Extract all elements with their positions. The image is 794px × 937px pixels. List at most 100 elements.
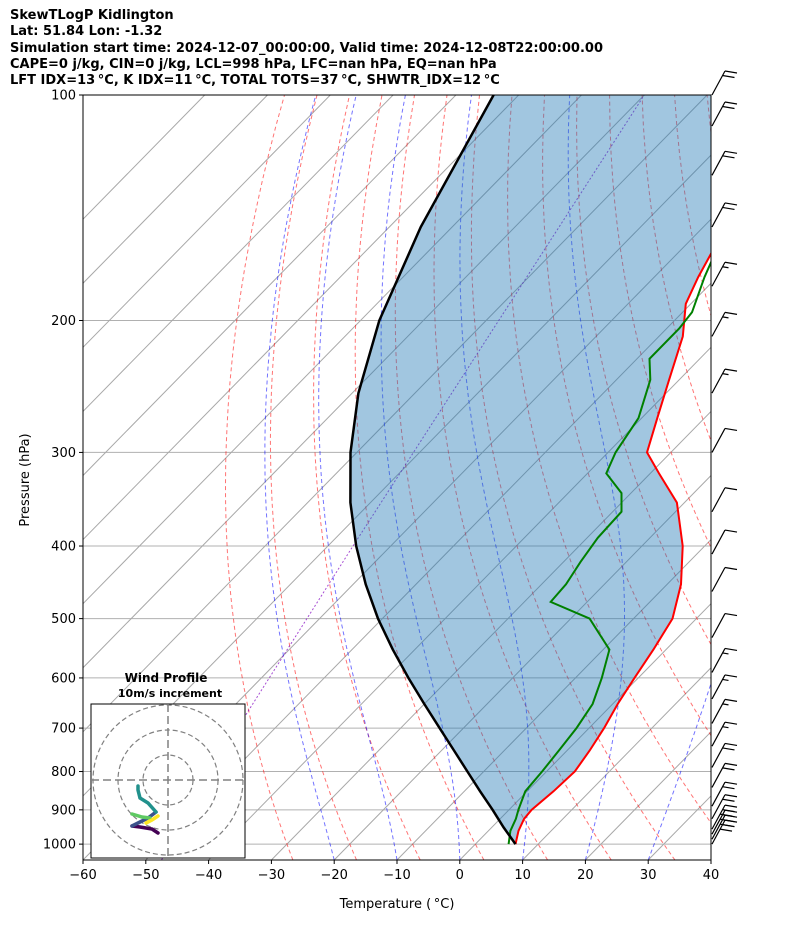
barb-flag — [722, 726, 729, 729]
moist-adiabat — [567, 95, 625, 860]
moist-adiabat — [647, 681, 711, 860]
y-tick-label: 400 — [51, 540, 76, 555]
x-tick-label: 40 — [703, 868, 720, 883]
chart-title: SkewTLogP Kidlington — [10, 8, 174, 23]
barb-staff — [711, 781, 726, 807]
barb-flag — [722, 373, 729, 376]
barb-staff — [711, 368, 726, 394]
barb-staff — [711, 809, 726, 835]
dry-adiabat — [772, 95, 794, 860]
barb-flag — [722, 809, 735, 813]
barb-flag — [719, 828, 733, 832]
wind-profile-inset: Wind Profile 10m/s increment — [90, 671, 246, 859]
y-tick-label: 500 — [51, 612, 76, 627]
x-tick-label: −10 — [383, 868, 410, 883]
isotherm-line — [83, 95, 268, 284]
barb-flag — [724, 794, 738, 798]
wind-barb — [711, 674, 738, 700]
wind-barb — [711, 70, 738, 96]
isotherm-line — [83, 95, 582, 605]
wind-barb — [711, 742, 738, 768]
hodograph-trace — [130, 812, 152, 820]
x-tick-label: 20 — [577, 868, 594, 883]
wind-barb — [711, 529, 738, 555]
barb-flag — [724, 742, 738, 747]
wind-barb — [711, 781, 738, 807]
x-tick-label: 30 — [640, 868, 657, 883]
barb-staff — [711, 261, 726, 287]
barb-flag — [724, 762, 738, 766]
barb-staff — [711, 70, 726, 96]
barb-flag — [722, 678, 729, 682]
isotherm-line — [83, 95, 457, 477]
barb-flag — [722, 703, 729, 706]
barb-flag — [724, 529, 738, 533]
barb-staff — [711, 721, 726, 747]
wind-barb — [711, 487, 738, 513]
barb-flag — [724, 781, 738, 785]
barb-staff — [711, 674, 726, 700]
dry-adiabat — [269, 95, 357, 860]
barb-staff — [711, 819, 726, 845]
profile-lines — [349, 95, 711, 845]
isotherm-line — [83, 95, 708, 733]
x-tick-label: 0 — [456, 868, 464, 883]
barb-flag — [722, 105, 735, 110]
y-tick-label: 1000 — [43, 838, 76, 853]
x-axis: −60 −50 −40 −30 −20 −10 0 10 20 30 40 — [69, 860, 719, 883]
y-tick-label: 800 — [51, 765, 76, 780]
dry-adiabat — [470, 95, 676, 860]
isotherm-line — [459, 602, 711, 860]
wind-barb — [711, 101, 738, 127]
moist-adiabat — [380, 95, 461, 860]
barb-staff — [711, 529, 726, 555]
barb-staff — [711, 613, 726, 638]
barb-flag — [722, 786, 735, 790]
barb-flag — [719, 823, 733, 827]
barb-flag — [724, 427, 738, 432]
wind-barb — [711, 698, 738, 724]
barb-staff — [711, 804, 726, 830]
x-tick-label: −30 — [258, 868, 285, 883]
isotherm-line — [333, 474, 711, 860]
wind-barb — [711, 311, 738, 337]
dry-adiabat — [225, 95, 294, 860]
barb-staff — [711, 312, 726, 337]
dry-adiabat — [576, 95, 711, 646]
barb-flag — [724, 101, 738, 105]
barb-flag — [722, 206, 735, 211]
isotherm-line — [208, 346, 711, 860]
barb-staff — [711, 648, 726, 673]
y-tick-label: 100 — [51, 89, 76, 104]
barb-staff — [711, 101, 726, 127]
hodograph-trace — [136, 784, 158, 814]
barb-flag — [722, 155, 735, 159]
y-tick-label: 900 — [51, 803, 76, 818]
barb-flag — [724, 261, 738, 265]
barb-flag — [724, 150, 738, 154]
dry-adiabat — [394, 95, 549, 860]
wind-barb — [711, 794, 738, 820]
wind-barb — [711, 261, 738, 287]
barb-flag — [722, 266, 729, 269]
y-tick-label: 700 — [51, 722, 76, 737]
y-tick-label: 600 — [51, 671, 76, 686]
barb-flag — [724, 674, 738, 678]
wind-barb — [711, 721, 738, 747]
dry-adiabat — [433, 95, 612, 860]
dry-adiabat — [740, 95, 794, 860]
hodograph-trace — [130, 810, 158, 828]
isotherm-line — [145, 282, 711, 860]
x-tick-label: −20 — [320, 868, 347, 883]
dewpoint-line — [507, 259, 711, 845]
barb-staff — [711, 567, 726, 592]
inset-subtitle: 10m/s increment — [118, 687, 222, 700]
barb-flag — [724, 311, 738, 315]
wind-barbs — [711, 70, 738, 845]
barb-flag — [724, 202, 738, 206]
barb-staff — [711, 151, 726, 176]
wind-barb — [711, 612, 738, 638]
wind-barb — [711, 202, 738, 228]
x-tick-label: −40 — [195, 868, 222, 883]
